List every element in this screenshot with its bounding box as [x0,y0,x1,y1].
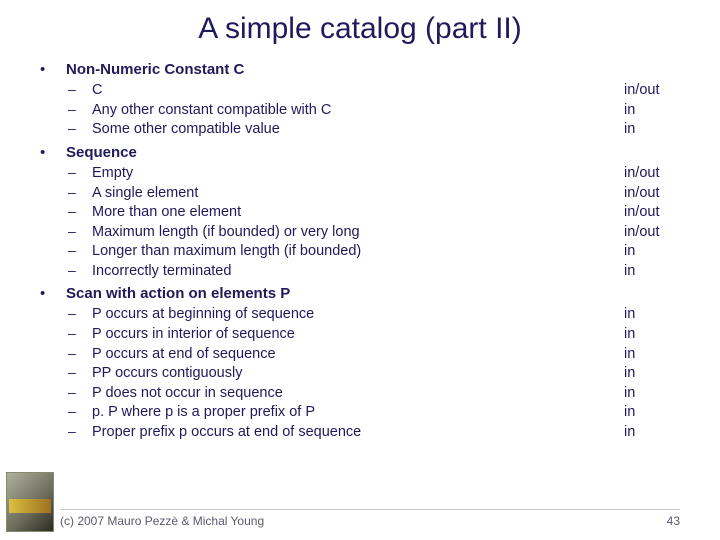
section-heading: • Scan with action on elements P [40,284,680,303]
item-io: in/out [624,203,680,222]
item-desc: Longer than maximum length (if bounded) [92,242,624,261]
slide-footer: (c) 2007 Mauro Pezzè & Michal Young 43 [60,509,680,528]
footer-copyright: (c) 2007 Mauro Pezzè & Michal Young [60,514,264,528]
list-item: – P occurs at beginning of sequence in [68,305,680,324]
item-io: in [624,101,680,120]
item-io: in [624,364,680,383]
item-io: in/out [624,223,680,242]
item-desc: P occurs in interior of sequence [92,325,624,344]
item-io: in [624,262,680,281]
slide-content: • Non-Numeric Constant C – C in/out – An… [40,60,680,441]
list-item: – More than one element in/out [68,203,680,222]
section-text: Sequence [66,143,137,162]
dash-icon: – [68,345,92,363]
dash-icon: – [68,164,92,182]
bullet-icon: • [40,284,66,303]
slide: A simple catalog (part II) • Non-Numeric… [0,0,720,540]
item-io: in [624,242,680,261]
item-desc: Empty [92,164,624,183]
item-desc: Some other compatible value [92,120,624,139]
list-item: – Proper prefix p occurs at end of seque… [68,423,680,442]
item-io: in/out [624,81,680,100]
section-text: Scan with action on elements P [66,284,290,303]
item-desc: Maximum length (if bounded) or very long [92,223,624,242]
dash-icon: – [68,81,92,99]
bullet-icon: • [40,60,66,79]
item-io: in [624,305,680,324]
list-item: – p. P where p is a proper prefix of P i… [68,403,680,422]
dash-icon: – [68,203,92,221]
list-item: – Longer than maximum length (if bounded… [68,242,680,261]
list-item: – Any other constant compatible with C i… [68,101,680,120]
section-text: Non-Numeric Constant C [66,60,244,79]
book-cover-icon [6,472,54,532]
item-io: in [624,423,680,442]
item-desc: PP occurs contiguously [92,364,624,383]
list-item: – Incorrectly terminated in [68,262,680,281]
dash-icon: – [68,262,92,280]
item-io: in/out [624,164,680,183]
dash-icon: – [68,242,92,260]
item-desc: A single element [92,184,624,203]
list-item: – P occurs at end of sequence in [68,345,680,364]
item-desc: P does not occur in sequence [92,384,624,403]
list-item: – PP occurs contiguously in [68,364,680,383]
dash-icon: – [68,101,92,119]
footer-page-number: 43 [667,514,680,528]
item-io: in [624,403,680,422]
dash-icon: – [68,120,92,138]
item-io: in/out [624,184,680,203]
list-item: – P does not occur in sequence in [68,384,680,403]
list-item: – Maximum length (if bounded) or very lo… [68,223,680,242]
item-io: in [624,120,680,139]
dash-icon: – [68,223,92,241]
item-desc: C [92,81,624,100]
list-item: – C in/out [68,81,680,100]
item-desc: p. P where p is a proper prefix of P [92,403,624,422]
dash-icon: – [68,325,92,343]
item-desc: P occurs at end of sequence [92,345,624,364]
list-item: – A single element in/out [68,184,680,203]
item-desc: Proper prefix p occurs at end of sequenc… [92,423,624,442]
list-item: – Empty in/out [68,164,680,183]
item-io: in [624,325,680,344]
dash-icon: – [68,305,92,323]
dash-icon: – [68,184,92,202]
dash-icon: – [68,403,92,421]
dash-icon: – [68,364,92,382]
section-heading: • Non-Numeric Constant C [40,60,680,79]
item-io: in [624,345,680,364]
list-item: – Some other compatible value in [68,120,680,139]
section-heading: • Sequence [40,143,680,162]
dash-icon: – [68,423,92,441]
item-desc: Any other constant compatible with C [92,101,624,120]
item-desc: Incorrectly terminated [92,262,624,281]
list-item: – P occurs in interior of sequence in [68,325,680,344]
item-desc: More than one element [92,203,624,222]
item-io: in [624,384,680,403]
slide-title: A simple catalog (part II) [40,12,680,46]
dash-icon: – [68,384,92,402]
item-desc: P occurs at beginning of sequence [92,305,624,324]
bullet-icon: • [40,143,66,162]
